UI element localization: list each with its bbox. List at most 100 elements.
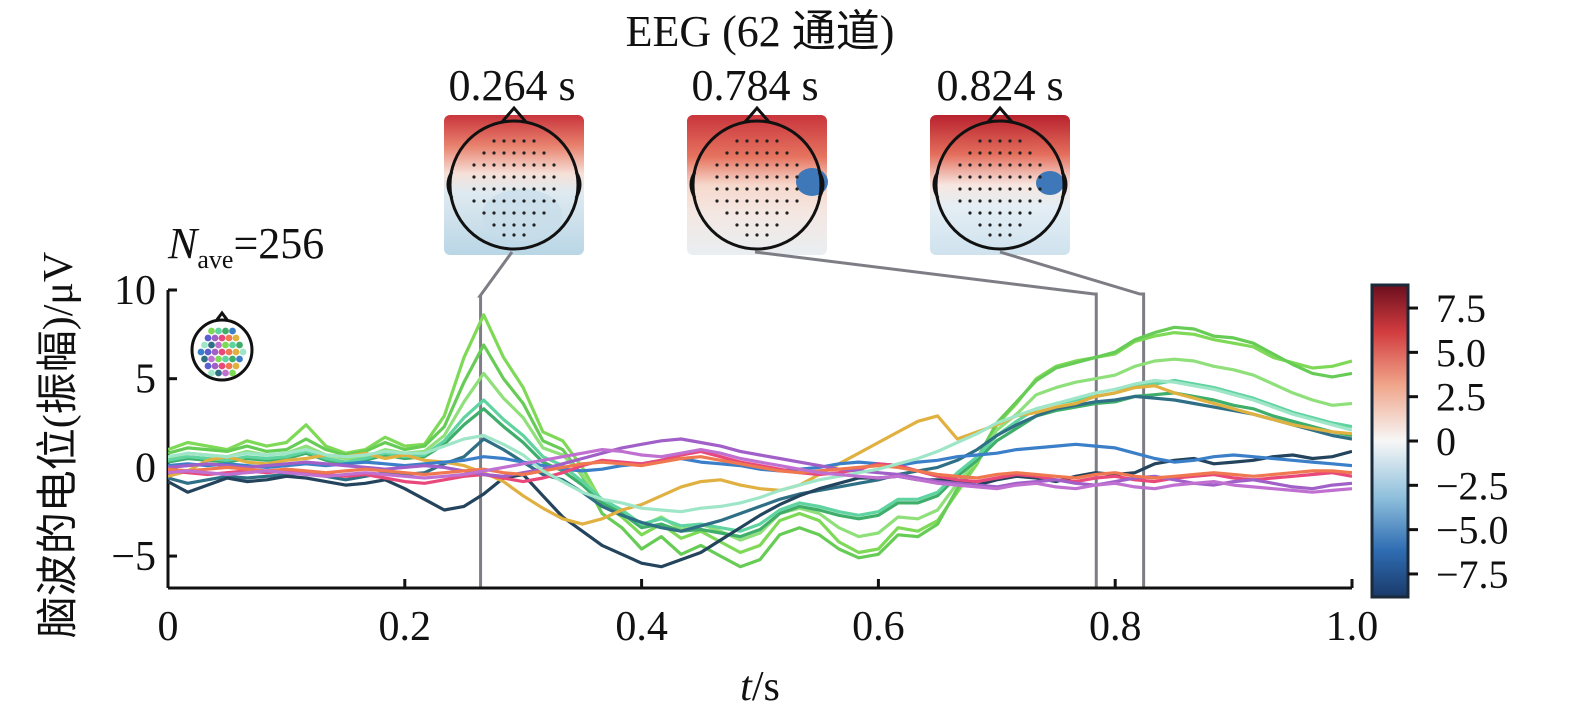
sensor-dot xyxy=(725,187,729,191)
sensor-dot xyxy=(522,199,526,203)
series-line-ch-i xyxy=(168,442,1352,473)
sensor-dot xyxy=(978,211,982,215)
sensor-dot xyxy=(795,175,799,179)
legend-sensor-dot xyxy=(222,327,229,335)
legend-sensor-dot xyxy=(208,369,215,377)
sensor-dot xyxy=(492,139,496,143)
sensor-dot xyxy=(1018,211,1022,215)
y-ticks: −5 0 5 10 xyxy=(111,268,177,580)
sensor-dot xyxy=(998,223,1002,227)
sensor-dot xyxy=(1038,163,1042,167)
sensor-dot xyxy=(998,211,1002,215)
sensor-dot xyxy=(988,211,992,215)
legend-sensor-dot xyxy=(215,327,222,335)
left-ear xyxy=(689,171,697,199)
sensor-dot xyxy=(502,187,506,191)
chart-title: EEG (62 通道) xyxy=(626,7,895,56)
x-tick-label: 0.2 xyxy=(379,604,432,650)
sensor-dot xyxy=(968,163,972,167)
sensor-dot xyxy=(958,163,962,167)
sensor-dot xyxy=(765,163,769,167)
legend-sensor-dot xyxy=(208,341,215,349)
legend-sensor-dot xyxy=(215,355,222,363)
legend-sensor-dot xyxy=(208,327,215,335)
sensor-dot xyxy=(998,163,1002,167)
sensor-dot xyxy=(775,163,779,167)
sensor-dot xyxy=(1028,187,1032,191)
sensor-dot xyxy=(745,175,749,179)
sensor-dot xyxy=(492,187,496,191)
sensor-dot xyxy=(968,199,972,203)
sensor-dot xyxy=(502,151,506,155)
sensor-dot xyxy=(988,233,992,237)
sensor-dot xyxy=(512,163,516,167)
legend-sensor-dot xyxy=(211,334,219,342)
sensor-dot xyxy=(765,211,769,215)
sensor-dot xyxy=(1018,223,1022,227)
sensor-dot xyxy=(775,211,779,215)
sensor-dot xyxy=(522,211,526,215)
legend-nose xyxy=(214,310,230,322)
sensor-dot xyxy=(532,163,536,167)
sensor-dot xyxy=(715,187,719,191)
y-tick-label: 10 xyxy=(114,268,156,314)
topomap-time-label: 0.264 s xyxy=(448,61,575,110)
sensor-dot xyxy=(785,163,789,167)
legend-sensor-dot xyxy=(204,334,212,342)
sensor-dot xyxy=(998,233,1002,237)
sensor-dot xyxy=(785,151,789,155)
n-ave-annotation: Nave=256 xyxy=(167,219,324,274)
sensor-dot xyxy=(735,163,739,167)
sensor-dot xyxy=(735,175,739,179)
sensor-dot xyxy=(988,163,992,167)
sensor-dot xyxy=(978,163,982,167)
sensor-dot xyxy=(735,151,739,155)
sensor-dot xyxy=(968,187,972,191)
legend-sensor-dot xyxy=(211,362,219,370)
topomap-negative-region xyxy=(482,189,562,241)
sensor-dot xyxy=(998,151,1002,155)
legend-sensor-dot xyxy=(222,355,229,363)
sensor-dot xyxy=(552,187,556,191)
sensor-dot xyxy=(1038,187,1042,191)
sensor-dot xyxy=(472,163,476,167)
legend-sensor-dot xyxy=(225,362,233,370)
sensor-dot xyxy=(755,187,759,191)
legend-sensor-dot xyxy=(236,355,243,363)
sensor-dot xyxy=(978,175,982,179)
head-outline xyxy=(448,119,580,251)
legend-sensor-dot xyxy=(201,355,208,363)
legend-sensor-dot xyxy=(215,341,222,349)
legend-sensor-dot xyxy=(204,348,212,356)
sensor-color-legend xyxy=(190,310,254,382)
y-axis-label: 脑波的电位(振幅)/μV xyxy=(35,252,82,639)
sensor-dot xyxy=(725,163,729,167)
series-line-ch-c xyxy=(168,357,1352,542)
series-line-ch-g xyxy=(168,449,1352,569)
sensor-dot xyxy=(765,139,769,143)
sensor-dot xyxy=(735,187,739,191)
sensor-dot xyxy=(522,233,526,237)
x-tick-label: 0.6 xyxy=(852,604,905,650)
y-tick-label: 5 xyxy=(135,357,156,403)
sensor-dot xyxy=(775,175,779,179)
sensor-dot xyxy=(1028,175,1032,179)
sensor-dot xyxy=(512,199,516,203)
sensor-dot xyxy=(998,187,1002,191)
sensor-dot xyxy=(785,187,789,191)
sensor-dot xyxy=(795,163,799,167)
sensor-dot xyxy=(1038,175,1042,179)
sensor-dot xyxy=(765,187,769,191)
series-line-ch-n xyxy=(168,448,1352,494)
sensor-dot xyxy=(978,151,982,155)
sensor-dot xyxy=(765,233,769,237)
sensor-dot xyxy=(532,211,536,215)
topomap-field xyxy=(930,115,1070,255)
legend-sensor-dot xyxy=(229,369,236,377)
sensor-dot xyxy=(978,139,982,143)
legend-sensor-dot xyxy=(229,327,236,335)
sensor-dot xyxy=(542,211,546,215)
legend-sensor-dot xyxy=(218,362,226,370)
sensor-dot xyxy=(998,139,1002,143)
legend-sensor-dot xyxy=(218,334,226,342)
